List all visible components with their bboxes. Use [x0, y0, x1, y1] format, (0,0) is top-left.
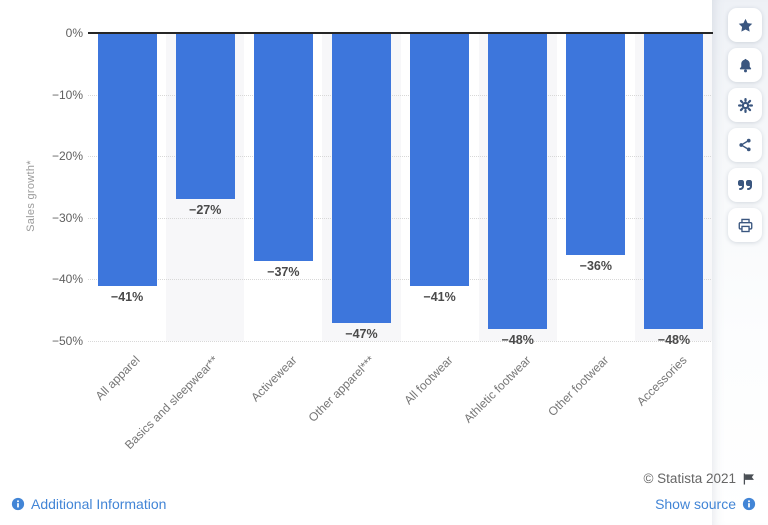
x-category-label: Other footwear: [545, 353, 612, 420]
show-source-link[interactable]: Show source: [655, 496, 756, 512]
y-tick-label: 0%: [65, 26, 83, 40]
bar-accessories[interactable]: [644, 34, 704, 329]
star-icon: [737, 17, 754, 34]
bar-value-label: −37%: [267, 264, 300, 279]
bar-value-label: −48%: [657, 332, 691, 347]
x-category-label: Accessories: [634, 353, 690, 409]
bar-other-apparel[interactable]: [331, 34, 391, 323]
gridline: [88, 341, 713, 342]
additional-information-link[interactable]: Additional Information: [11, 496, 166, 512]
x-category-label: All footwear: [401, 353, 456, 408]
chart-toolbar: [728, 8, 762, 242]
cite-button[interactable]: [728, 168, 762, 202]
x-category-label: Athletic footwear: [460, 353, 534, 426]
bar-other-footwear[interactable]: [566, 34, 626, 255]
x-category-label: All apparel: [92, 353, 143, 403]
gridline: [88, 217, 713, 219]
gear-icon: [737, 97, 754, 114]
gridline: [88, 94, 713, 96]
bar-value-label: −41%: [110, 289, 144, 304]
share-button[interactable]: [728, 128, 762, 162]
y-tick-label: −40%: [51, 272, 83, 287]
y-tick-label: −20%: [51, 149, 83, 164]
y-tick-label: −10%: [51, 87, 83, 102]
printer-icon: [737, 217, 754, 234]
bar-value-label: −47%: [345, 326, 378, 341]
copyright-label: © Statista 2021: [643, 471, 736, 486]
gridline: [88, 279, 713, 281]
info-icon: [742, 497, 756, 511]
bar-athletic-footwear[interactable]: [488, 34, 548, 329]
y-tick-label: −30%: [51, 210, 83, 225]
bar-activewear[interactable]: [253, 34, 313, 261]
share-icon: [737, 137, 753, 153]
bar-all-footwear[interactable]: [410, 34, 470, 286]
toolbar-rail: [712, 0, 768, 525]
show-source-label: Show source: [655, 496, 736, 512]
bell-icon: [737, 57, 754, 74]
additional-information-label: Additional Information: [31, 496, 167, 512]
info-icon: [11, 497, 25, 511]
plot-area: −41% −27% −37% −47% −41% −48% −36% −48%: [88, 32, 713, 347]
settings-button[interactable]: [728, 88, 762, 122]
x-category-label: Activewear: [247, 353, 300, 405]
print-button[interactable]: [728, 208, 762, 242]
bar-all-apparel[interactable]: [97, 34, 157, 286]
bar-value-label: −48%: [501, 332, 534, 347]
zero-axis-line: [88, 32, 713, 34]
gridline: [88, 156, 713, 158]
bar-basics-and-sleepwear[interactable]: [175, 34, 235, 200]
copyright-notice: © Statista 2021: [643, 471, 756, 486]
x-category-label: Other apparel***: [305, 353, 378, 425]
quote-icon: [737, 177, 753, 193]
bar-value-label: −41%: [423, 289, 456, 304]
favorite-button[interactable]: [728, 8, 762, 42]
bar-value-label: −36%: [579, 258, 612, 273]
bar-value-label: −27%: [189, 203, 222, 218]
flag-icon: [742, 472, 756, 486]
alerts-button[interactable]: [728, 48, 762, 82]
y-tick-label: −50%: [51, 334, 83, 348]
